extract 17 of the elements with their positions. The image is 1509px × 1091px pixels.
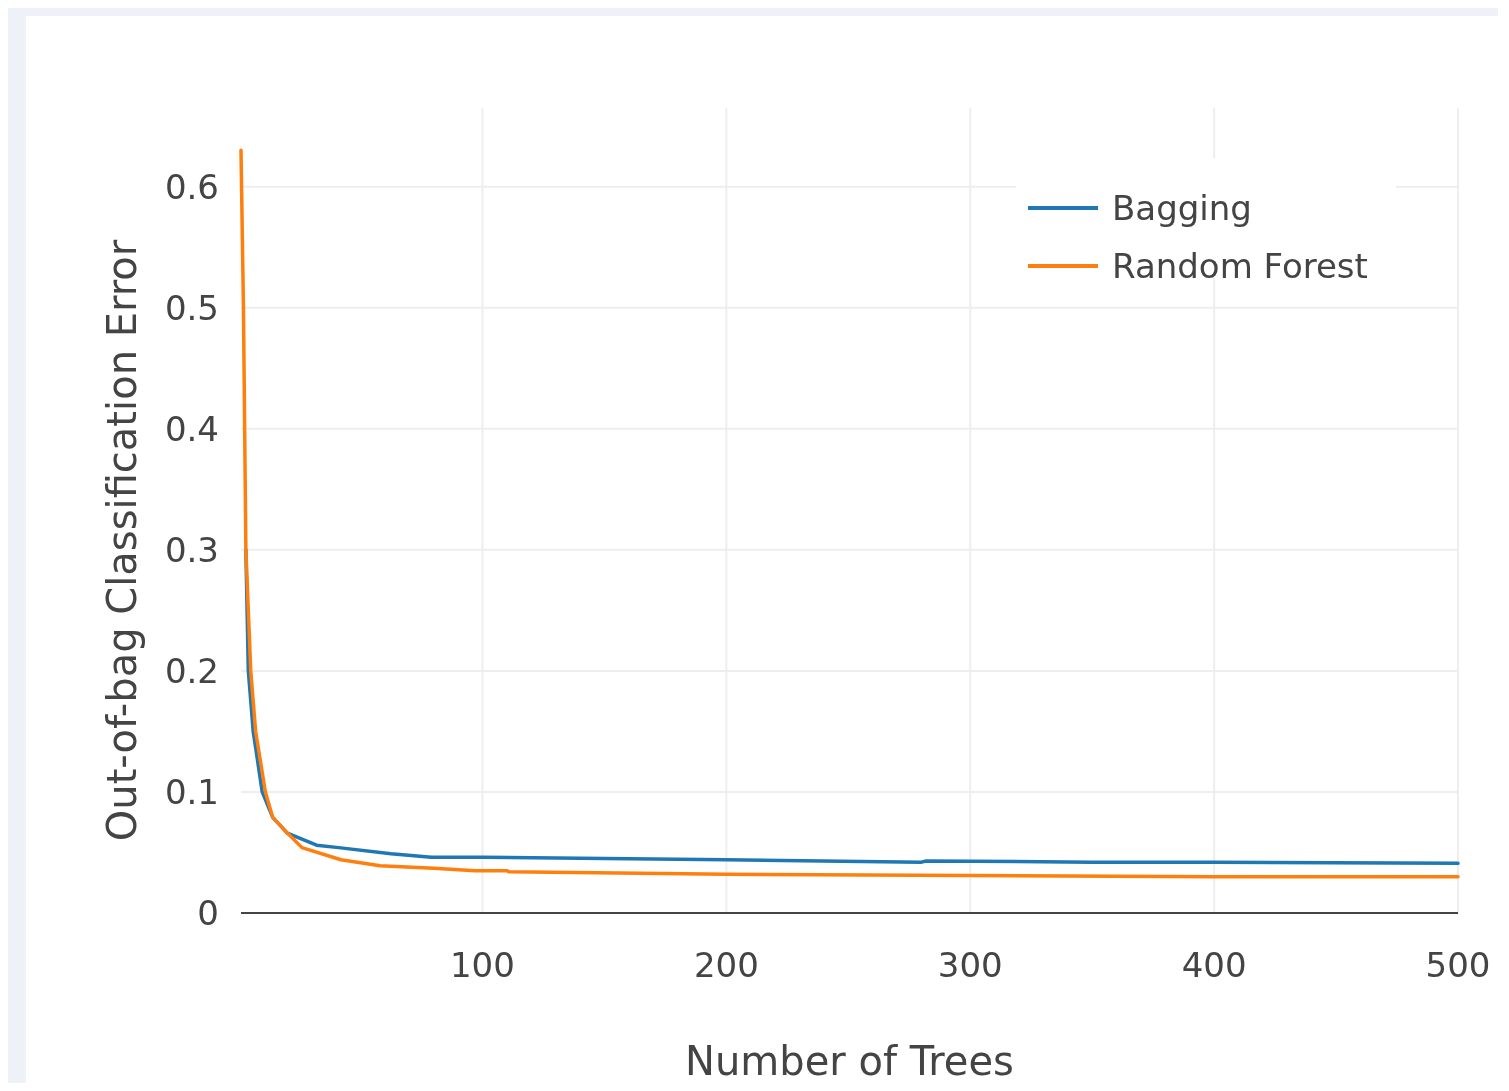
y-tick-label: 0.5 [164,287,219,328]
y-tick-label: 0.2 [164,650,219,691]
x-tick-label: 100 [450,945,515,985]
y-tick-label: 0.6 [164,166,219,207]
legend-label: Random Forest [1112,246,1368,286]
line-series [239,148,1460,879]
x-tick-label: 400 [1181,945,1247,985]
y-tick-label: 0 [197,893,219,933]
y-tick-label: 0.3 [164,529,219,570]
legend-label: Bagging [1112,188,1252,228]
x-tick-label: 200 [693,945,759,985]
x-axis-title: Number of Trees [685,1038,1014,1084]
y-tick-label: 0.4 [164,408,219,449]
x-tick-label: 300 [937,945,1003,985]
y-axis-title: Out-of-bag Classification Error [99,239,145,842]
y-tick-label: 0.1 [164,771,219,812]
x-tick-label: 500 [1425,945,1491,985]
